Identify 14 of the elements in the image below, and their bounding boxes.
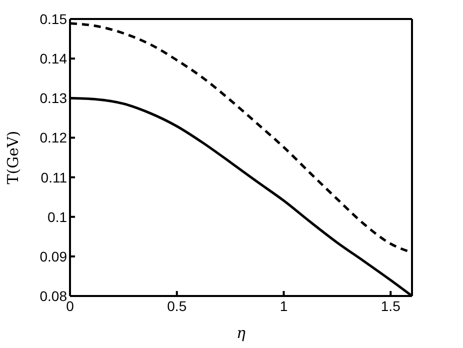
x-tick-label: 1	[280, 298, 288, 314]
y-tick-label: 0.15	[40, 10, 68, 27]
y-tick-label: 0.11	[40, 169, 68, 186]
y-tick-label: 0.09	[40, 248, 68, 264]
y-tick-label: 0.12	[40, 130, 68, 146]
x-tick-label: 0.5	[167, 298, 187, 314]
y-tick-label: 0.13	[40, 90, 68, 106]
y-tick-label: 0.08	[40, 288, 68, 304]
y-tick-label: 0.1	[48, 208, 68, 225]
y-axis-title: T(GeV)	[4, 130, 22, 184]
x-tick-label: 1.5	[380, 298, 401, 314]
x-axis-title: η	[236, 324, 246, 342]
y-tick-label: 0.14	[40, 50, 68, 67]
x-tick-label: 0	[66, 298, 74, 314]
